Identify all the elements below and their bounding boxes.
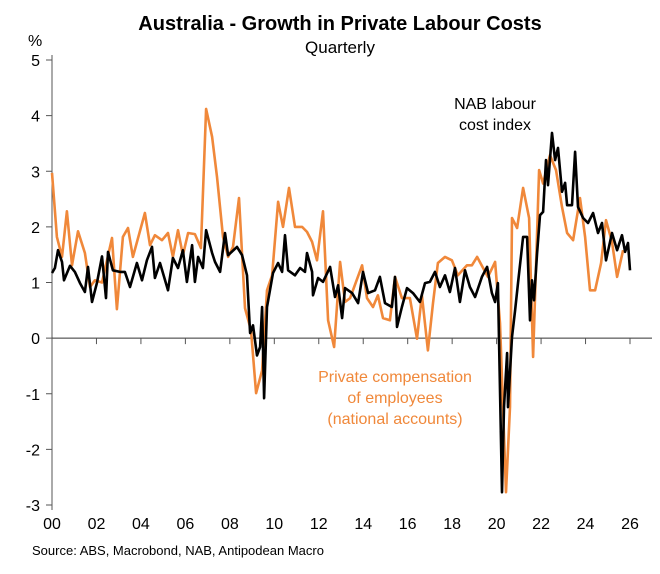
source-note: Source: ABS, Macrobond, NAB, Antipodean …: [32, 543, 324, 558]
x-tick-label: 12: [310, 516, 328, 533]
y-tick-label: -2: [26, 442, 40, 459]
x-tick-label: 10: [265, 516, 283, 533]
x-tick-label: 02: [88, 516, 106, 533]
chart-subtitle: Quarterly: [305, 38, 375, 57]
series-label: cost index: [459, 117, 531, 134]
series-line-compensation: [50, 107, 625, 494]
x-tick-label: 04: [132, 516, 150, 533]
x-tick-label: 18: [443, 516, 461, 533]
x-tick-label: 08: [221, 516, 239, 533]
y-tick-label: 4: [31, 109, 40, 126]
y-tick-label: 2: [31, 220, 40, 237]
y-axis-unit-label: %: [28, 33, 42, 50]
series-lines: [50, 107, 632, 494]
chart-title: Australia - Growth in Private Labour Cos…: [138, 13, 541, 35]
x-tick-label: 16: [399, 516, 417, 533]
y-tick-label: 0: [31, 331, 40, 348]
x-tick-label: 24: [577, 516, 595, 533]
y-tick-label: -1: [26, 387, 40, 404]
y-tick-label: 1: [31, 276, 40, 293]
y-tick-label: -3: [26, 498, 40, 515]
x-tick-label: 00: [43, 516, 61, 533]
series-labels: Private compensation of employees (nationa…: [318, 96, 537, 428]
x-tick-label: 26: [621, 516, 639, 533]
series-line-nab: [50, 131, 632, 494]
series-label: NAB labour: [454, 96, 536, 113]
series-label: (national accounts): [327, 411, 462, 428]
y-tick-label: 5: [31, 53, 40, 70]
y-tick-label: 3: [31, 164, 40, 181]
series-label: Private compensation: [318, 369, 472, 386]
x-tick-label: 22: [532, 516, 550, 533]
series-label: of employees: [347, 390, 442, 407]
x-tick-label: 20: [488, 516, 506, 533]
x-tick-label: 06: [176, 516, 194, 533]
x-tick-label: 14: [354, 516, 372, 533]
